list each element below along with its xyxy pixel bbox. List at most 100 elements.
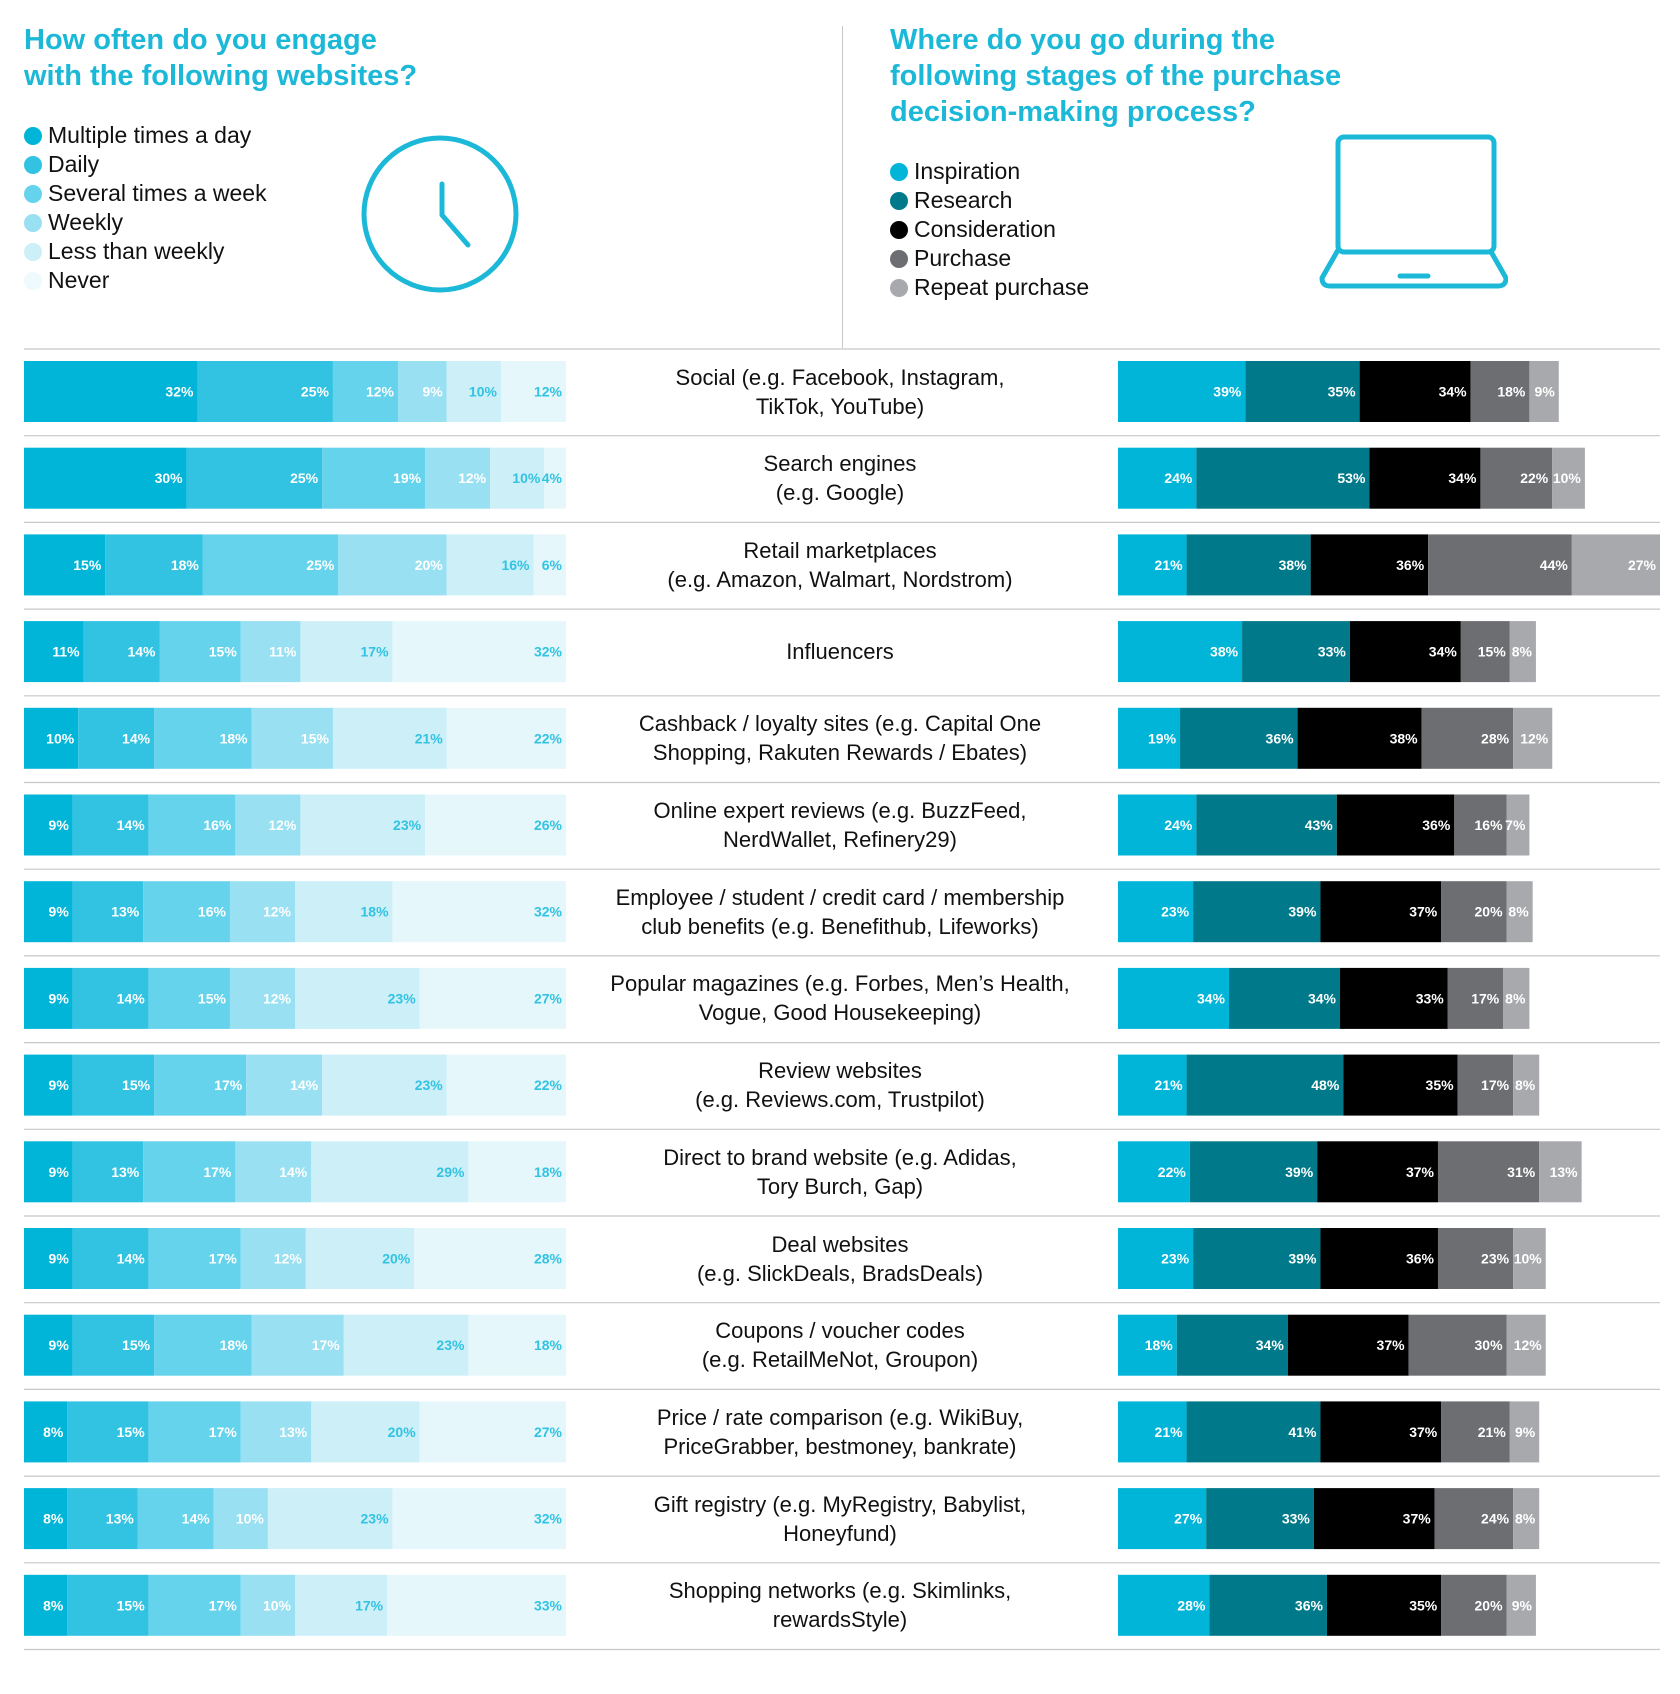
stage-bar-segment [1437, 1141, 1540, 1203]
stage-bar-segment [1437, 1228, 1514, 1289]
stage-bar-label: 35% [1409, 1597, 1438, 1613]
frequency-legend-swatch [24, 184, 42, 203]
stage-bar-label: 27% [1628, 557, 1657, 573]
stage-legend-label: Consideration [914, 216, 1056, 242]
frequency-bar-label: 29% [436, 1164, 465, 1180]
stage-bar-segment [1186, 1401, 1321, 1463]
stage-bar-segment [1428, 534, 1572, 596]
frequency-bar-label: 9% [49, 817, 70, 833]
stage-bar-segment [1441, 1574, 1507, 1636]
frequency-bar-label: 15% [73, 557, 102, 573]
stage-bar-label: 38% [1390, 730, 1419, 746]
row-category-label: Review websites (e.g. Reviews.com, Trust… [695, 1058, 985, 1113]
stage-bar-segment [1408, 1314, 1507, 1376]
stage-bar-label: 34% [1429, 644, 1458, 660]
frequency-bar-label: 18% [361, 904, 390, 920]
frequency-bar-segment [24, 1141, 73, 1203]
frequency-bar-label: 16% [501, 557, 530, 573]
frequency-bar-label: 10% [46, 730, 75, 746]
stage-bar-segment [1229, 967, 1341, 1029]
frequency-bar-segment [446, 534, 534, 596]
stage-bar-label: 36% [1295, 1597, 1324, 1613]
frequency-bar-segment [295, 881, 393, 943]
frequency-bar-label: 12% [268, 817, 297, 833]
stage-bar-label: 8% [1515, 1077, 1536, 1093]
stage-bar-segment [1340, 967, 1448, 1029]
frequency-bar-segment [425, 794, 566, 856]
stage-bar-segment [1509, 1401, 1540, 1463]
header-divider [842, 26, 843, 348]
frequency-bar-label: 18% [534, 1337, 563, 1353]
stage-bar-segment [1552, 447, 1585, 509]
stage-bar-label: 34% [1256, 1337, 1285, 1353]
frequency-bar-segment [67, 1401, 149, 1463]
frequency-bar-label: 17% [209, 1597, 238, 1613]
stage-bar-label: 24% [1481, 1511, 1510, 1527]
stage-bar-label: 53% [1337, 470, 1366, 486]
frequency-bar-segment [154, 707, 252, 769]
frequency-bar-label: 15% [301, 730, 330, 746]
frequency-bar-label: 12% [458, 470, 487, 486]
stage-bar-label: 21% [1155, 1077, 1184, 1093]
stage-bar-segment [1506, 794, 1530, 856]
frequency-bar-segment [159, 621, 241, 683]
stage-bar-label: 30% [1475, 1337, 1504, 1353]
frequency-bar-label: 14% [117, 817, 146, 833]
stage-bar-label: 28% [1177, 1597, 1206, 1613]
frequency-bar-label: 25% [301, 384, 330, 400]
stage-bar-label: 20% [1475, 904, 1504, 920]
frequency-bar-label: 23% [436, 1337, 465, 1353]
stage-bar-label: 33% [1416, 990, 1445, 1006]
stage-bar-segment [1421, 707, 1514, 769]
frequency-bar-label: 33% [534, 1597, 563, 1613]
frequency-bar-segment [24, 447, 187, 509]
row-category-label: Online expert reviews (e.g. BuzzFeed, Ne… [653, 798, 1027, 852]
frequency-bar-segment [24, 967, 73, 1029]
stage-bar-segment [1193, 1228, 1321, 1289]
frequency-bar-label: 20% [388, 1424, 417, 1440]
row-category-label: Price / rate comparison (e.g. WikiBuy, P… [656, 1404, 1024, 1459]
frequency-bar-segment [397, 361, 447, 422]
row-category-label: Popular magazines (e.g. Forbes, Men’s He… [610, 971, 1070, 1026]
stage-bar-segment [1180, 707, 1298, 769]
frequency-bar-segment [148, 1228, 241, 1289]
stage-bar-label: 36% [1266, 730, 1295, 746]
frequency-bar-segment [392, 881, 566, 943]
frequency-bar-segment [392, 621, 566, 683]
frequency-bar-label: 12% [263, 904, 292, 920]
frequency-bar-segment [229, 967, 295, 1029]
stage-bar-segment [1513, 1228, 1546, 1289]
frequency-bar-label: 23% [361, 1511, 390, 1527]
frequency-bar-segment [24, 1401, 68, 1463]
frequency-bar-label: 13% [111, 1164, 140, 1180]
frequency-legend-swatch [24, 271, 42, 290]
frequency-bar-label: 23% [415, 1077, 444, 1093]
frequency-bar-segment [468, 1314, 566, 1376]
stage-bar-label: 43% [1305, 817, 1334, 833]
frequency-bar-label: 14% [279, 1164, 308, 1180]
stage-bar-segment [1196, 447, 1370, 509]
frequency-legend-label: Less than weekly [48, 238, 225, 264]
stage-bar-segment [1513, 707, 1553, 769]
frequency-bar-segment [251, 707, 333, 769]
stage-bar-label: 21% [1478, 1424, 1507, 1440]
stage-bar-label: 8% [1505, 990, 1526, 1006]
row-category-label: Influencers [786, 639, 894, 665]
frequency-bar-label: 17% [209, 1424, 238, 1440]
stage-bar-label: 41% [1288, 1424, 1317, 1440]
stage-bar-segment [1118, 447, 1197, 509]
frequency-bar-segment [425, 447, 491, 509]
row-category-label: Search engines (e.g. Google) [763, 451, 917, 506]
stage-bar-segment [1571, 534, 1660, 596]
stage-bar-segment [1326, 1574, 1442, 1636]
frequency-bar-segment [24, 1314, 73, 1376]
stage-bar-segment [1320, 1228, 1438, 1289]
stage-bar-segment [1359, 361, 1471, 422]
frequency-bar-label: 17% [312, 1337, 341, 1353]
frequency-bar-label: 9% [49, 1077, 70, 1093]
frequency-bar-segment [72, 1054, 155, 1116]
frequency-bar-segment [72, 1141, 144, 1203]
frequency-bar-segment [72, 794, 149, 856]
stage-bar-label: 33% [1282, 1511, 1311, 1527]
stage-bar-segment [1506, 1314, 1546, 1376]
